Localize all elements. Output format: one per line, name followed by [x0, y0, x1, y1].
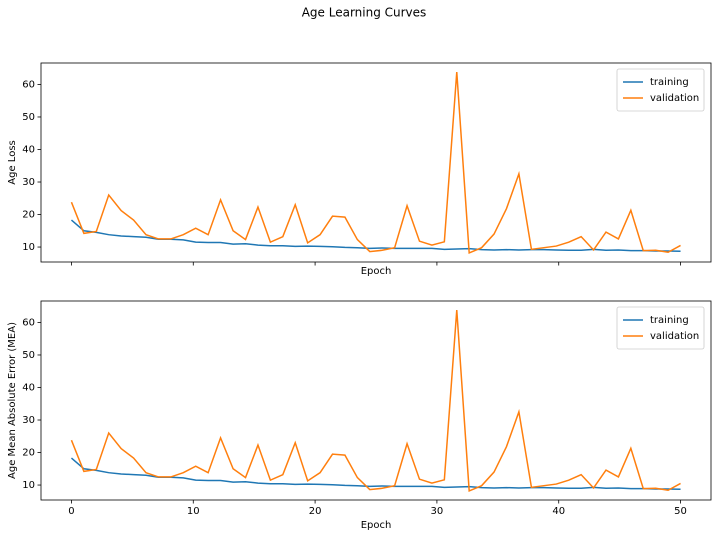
y-tick-label: 30: [22, 415, 35, 426]
legend-label: training: [650, 77, 689, 88]
series-line: [70, 457, 681, 491]
y-tick-label: 10: [22, 480, 35, 491]
y-tick-label: 30: [22, 177, 35, 188]
x-axis-label: Epoch: [361, 266, 392, 277]
plot-frame: [40, 62, 712, 263]
series-line: [70, 219, 681, 253]
x-tick-label: 10: [187, 506, 200, 517]
legend-label: validation: [650, 93, 699, 104]
y-tick-label: 50: [22, 350, 35, 361]
plot-frame: [40, 300, 712, 501]
figure-title: Age Learning Curves: [302, 6, 427, 20]
y-axis-label: Age Loss: [7, 140, 18, 184]
series-line: [70, 72, 681, 254]
legend-box: [616, 306, 705, 350]
x-tick-label: 20: [309, 506, 322, 517]
legend-box: [616, 68, 705, 112]
x-tick-label: 50: [674, 506, 687, 517]
y-tick-label: 60: [22, 79, 35, 90]
y-tick-label: 20: [22, 448, 35, 459]
legend-label: training: [650, 315, 689, 326]
y-tick-label: 20: [22, 210, 35, 221]
legend-label: validation: [650, 331, 699, 342]
y-tick-label: 40: [22, 144, 35, 155]
y-tick-label: 50: [22, 112, 35, 123]
y-tick-label: 10: [22, 242, 35, 253]
x-tick-label: 40: [552, 506, 565, 517]
x-tick-label: 0: [68, 506, 74, 517]
y-axis-label: Age Mean Absolute Error (MEA): [7, 322, 18, 479]
x-axis-label: Epoch: [361, 520, 392, 531]
x-tick-label: 30: [431, 506, 444, 517]
y-tick-label: 40: [22, 382, 35, 393]
series-line: [70, 310, 681, 492]
y-tick-label: 60: [22, 317, 35, 328]
